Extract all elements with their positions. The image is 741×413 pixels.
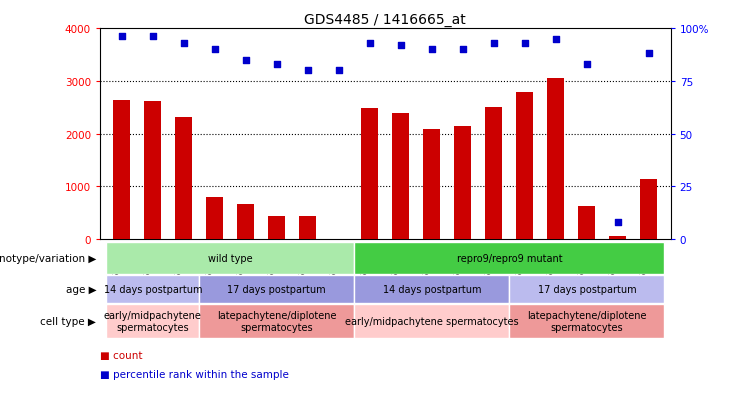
Bar (199, 275, 354, 303)
Bar (268, 217, 285, 240)
Text: early/midpachytene
spermatocytes: early/midpachytene spermatocytes (104, 311, 202, 332)
Point (519, 40, 531, 47)
Text: 14 days postpartum: 14 days postpartum (104, 284, 202, 294)
Bar (640, 180, 657, 240)
Text: 17 days postpartum: 17 days postpartum (227, 284, 326, 294)
Text: repro9/repro9 mutant: repro9/repro9 mutant (456, 253, 562, 263)
Point (488, 40, 499, 47)
Bar (299, 217, 316, 240)
Point (364, 40, 376, 47)
Bar (454, 126, 471, 240)
Text: 17 days postpartum: 17 days postpartum (537, 284, 637, 294)
Point (116, 34, 127, 40)
Text: genotype/variation ▶: genotype/variation ▶ (0, 253, 96, 263)
Point (209, 47, 221, 53)
Text: cell type ▶: cell type ▶ (41, 316, 96, 326)
Text: wild type: wild type (208, 253, 253, 263)
Text: ■ percentile rank within the sample: ■ percentile rank within the sample (100, 369, 289, 379)
Bar (237, 205, 254, 240)
Bar (206, 197, 223, 240)
Bar (354, 242, 665, 274)
Point (457, 47, 469, 53)
Bar (354, 304, 509, 338)
Bar (485, 108, 502, 240)
Title: GDS4485 / 1416665_at: GDS4485 / 1416665_at (305, 12, 466, 26)
Point (395, 43, 407, 49)
Text: 14 days postpartum: 14 days postpartum (382, 284, 481, 294)
Bar (609, 236, 626, 240)
Text: early/midpachytene spermatocytes: early/midpachytene spermatocytes (345, 316, 519, 326)
Point (612, 219, 624, 226)
Bar (106, 242, 354, 274)
Point (271, 62, 283, 68)
Bar (509, 304, 665, 338)
Point (302, 68, 313, 74)
Point (643, 51, 655, 57)
Bar (509, 275, 665, 303)
Bar (106, 275, 199, 303)
Text: age ▶: age ▶ (66, 284, 96, 294)
Text: latepachytene/diplotene
spermatocytes: latepachytene/diplotene spermatocytes (527, 311, 647, 332)
Text: ■ count: ■ count (100, 350, 142, 360)
Bar (423, 130, 440, 240)
Point (178, 40, 190, 47)
Bar (199, 304, 354, 338)
Bar (175, 118, 192, 240)
Bar (548, 79, 565, 240)
Point (550, 36, 562, 43)
Point (333, 68, 345, 74)
Bar (579, 206, 596, 240)
Bar (362, 109, 379, 240)
Bar (106, 304, 199, 338)
Bar (354, 275, 509, 303)
Bar (144, 102, 162, 240)
Text: latepachytene/diplotene
spermatocytes: latepachytene/diplotene spermatocytes (217, 311, 336, 332)
Point (240, 57, 252, 64)
Point (147, 34, 159, 40)
Point (581, 62, 593, 68)
Bar (113, 100, 130, 240)
Bar (392, 114, 409, 240)
Bar (516, 93, 534, 240)
Point (426, 47, 438, 53)
